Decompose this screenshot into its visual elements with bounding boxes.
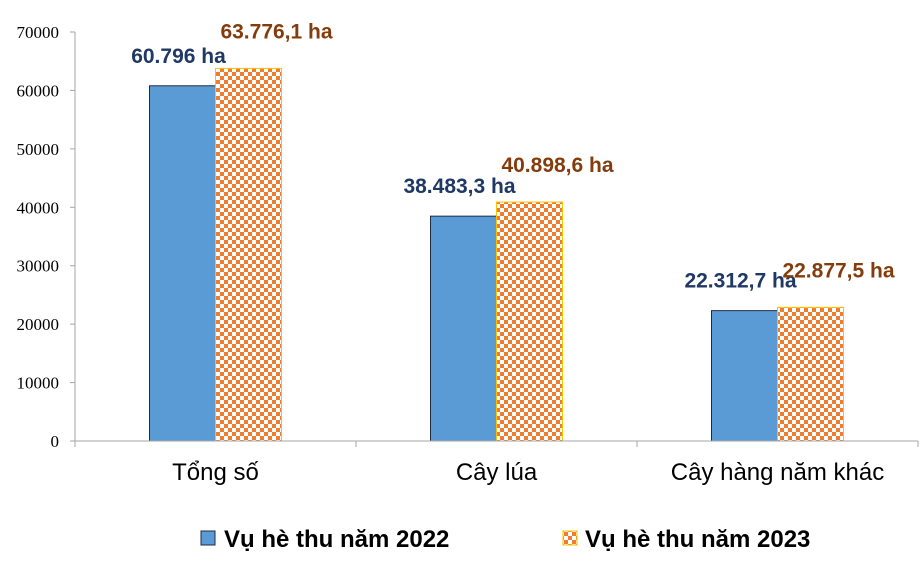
bar-2023-1 — [496, 201, 563, 442]
data-label-2023-1: 40.898,6 ha — [501, 154, 613, 177]
y-tick-label: 20000 — [17, 315, 60, 334]
bar-2023-0 — [215, 67, 282, 442]
bars — [149, 67, 844, 442]
data-label-2023-2: 22.877,5 ha — [782, 259, 894, 282]
legend-swatch-2023 — [562, 530, 578, 546]
x-axis: Tổng số Cây lúa Cây hàng năm khác — [74, 440, 919, 486]
bar-2022-0 — [149, 85, 216, 442]
y-axis: 0 10000 20000 30000 40000 50000 60000 70000 — [17, 23, 76, 451]
x-tick-label: Cây hàng năm khác — [671, 459, 884, 486]
legend-swatch-2022 — [200, 530, 216, 546]
y-tick-label: 40000 — [17, 198, 60, 217]
data-label-2022-2: 22.312,7 ha — [684, 270, 796, 293]
bar-2022-1 — [430, 215, 497, 442]
y-tick-label: 70000 — [17, 23, 60, 42]
y-tick-label: 50000 — [17, 140, 60, 159]
data-label-2022-0: 60.796 ha — [131, 45, 226, 68]
y-tick-label: 30000 — [17, 257, 60, 276]
data-label-2022-1: 38.483,3 ha — [403, 175, 515, 198]
x-tick-label: Tổng số — [172, 459, 259, 486]
legend-label-2022: Vụ hè thu năm 2022 — [224, 526, 449, 553]
y-tick-label: 10000 — [17, 374, 60, 393]
legend-label-2023: Vụ hè thu năm 2023 — [585, 526, 810, 553]
data-label-2023-0: 63.776,1 ha — [220, 20, 332, 43]
bar-2023-2 — [777, 306, 844, 442]
legend: Vụ hè thu năm 2022 Vụ hè thu năm 2023 — [200, 526, 810, 553]
x-tick-label: Cây lúa — [456, 459, 538, 486]
y-tick-label: 60000 — [17, 81, 60, 100]
data-labels: 60.796 ha 38.483,3 ha 22.312,7 ha 63.776,1 … — [131, 20, 895, 292]
y-tick-label: 0 — [51, 432, 60, 451]
bar-2022-2 — [711, 310, 778, 442]
